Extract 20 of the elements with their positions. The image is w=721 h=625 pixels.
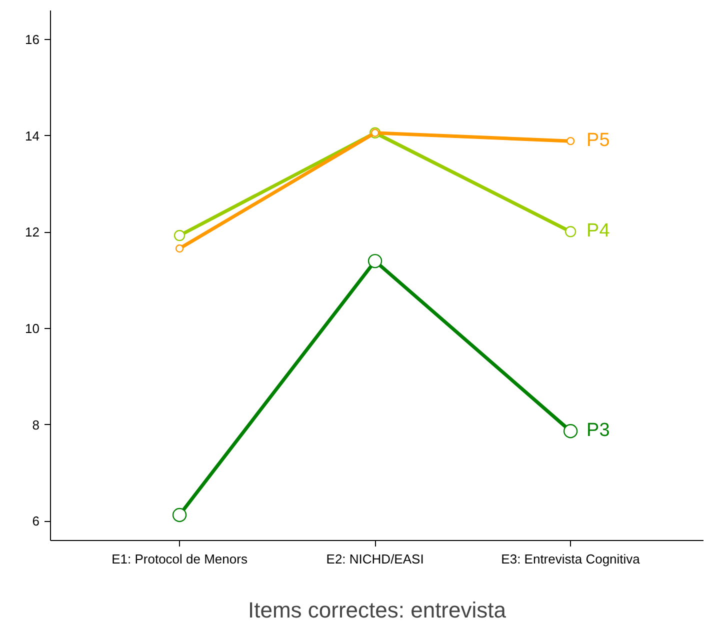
y-tick-label: 8 — [32, 417, 40, 432]
series-label: P5 — [586, 130, 610, 152]
y-tick-label: 16 — [25, 32, 40, 47]
point — [172, 508, 187, 522]
point — [175, 244, 184, 253]
series-label: P4 — [586, 220, 610, 242]
point — [368, 254, 382, 268]
point — [563, 424, 578, 438]
x-tick-label: E2: NICHD/EASI — [326, 552, 424, 566]
y-tick-label: 10 — [25, 321, 40, 336]
point — [564, 226, 576, 238]
x-tick-label: E3: Entrevista Cognitiva — [501, 552, 641, 566]
x-axis-title: Items correctes: entrevista — [248, 598, 507, 622]
point — [566, 136, 575, 146]
y-tick-label: 14 — [25, 128, 40, 144]
point — [174, 230, 186, 242]
x-tick-label: E1: Protocol de Menors — [112, 552, 248, 566]
y-tick-label: 6 — [32, 514, 40, 529]
series-label: P3 — [586, 420, 610, 442]
y-tick-label: 12 — [25, 224, 40, 240]
